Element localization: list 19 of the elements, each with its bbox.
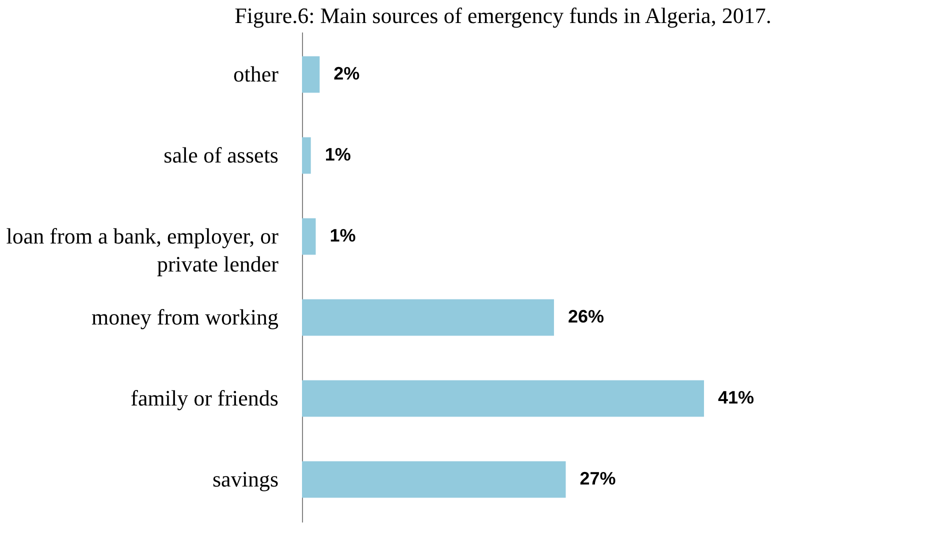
bar (302, 137, 311, 174)
data-label: 1% (330, 226, 356, 246)
bar (302, 218, 316, 255)
chart-title: Figure.6: Main sources of emergency funds in Algeria, 2017. (234, 3, 772, 28)
bar (302, 56, 320, 93)
y-tick-label: other (233, 62, 280, 87)
data-label: 1% (324, 144, 351, 165)
y-tick-label: money from working (92, 304, 278, 330)
data-label: 27% (580, 468, 616, 488)
y-tick-label: sale of assets (164, 142, 278, 168)
y-tick-label: savings (212, 466, 278, 492)
bar (302, 299, 554, 336)
data-label: 41% (718, 387, 754, 408)
bar (302, 461, 566, 498)
y-tick-label: loan from a bank, employer, or private lender (6, 224, 280, 277)
bar (302, 380, 704, 417)
data-label: 26% (568, 306, 604, 326)
data-label: 2% (334, 64, 360, 84)
y-tick-label: family or friends (130, 385, 278, 410)
